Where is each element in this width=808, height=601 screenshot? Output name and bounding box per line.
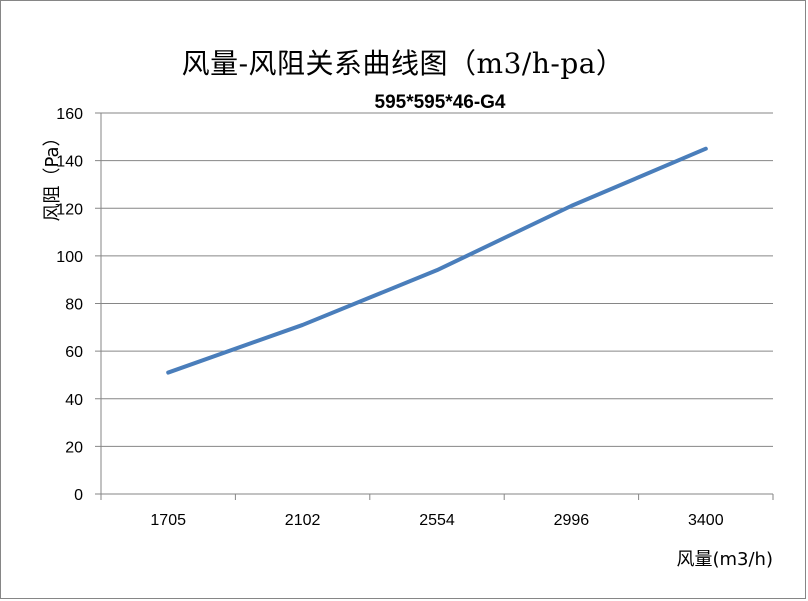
y-tick-label-80: 80	[65, 297, 83, 314]
x-axis-title: 风量(m3/h)	[676, 549, 773, 570]
y-tick-label-60: 60	[65, 344, 83, 361]
gridlines	[101, 112, 773, 447]
chart-title: 风量-风阻关系曲线图（m3/h-pa）	[181, 47, 625, 80]
x-tick-label-3400: 3400	[688, 512, 724, 529]
x-tick-label-2554: 2554	[419, 512, 455, 529]
y-tick-labels: 0 20 40 60 80 100 120 140 160	[56, 106, 83, 504]
series-group	[166, 146, 708, 375]
axes	[95, 112, 774, 500]
y-tick-label-160: 160	[56, 106, 83, 123]
series-line-0	[166, 146, 708, 375]
y-axis-title: 风阻（Pa）	[42, 128, 63, 221]
x-tick-label-2102: 2102	[285, 512, 321, 529]
x-tick-labels: 1705 2102 2554 2996 3400	[150, 512, 723, 529]
x-tick-label-2996: 2996	[554, 512, 590, 529]
y-tick-label-40: 40	[65, 392, 83, 409]
y-tick-label-140: 140	[56, 154, 83, 171]
y-tick-label-0: 0	[74, 487, 83, 504]
x-tick-label-1705: 1705	[150, 512, 186, 529]
chart-subtitle: 595*595*46-G4	[374, 92, 506, 113]
y-tick-label-120: 120	[56, 201, 83, 218]
y-tick-label-100: 100	[56, 249, 83, 266]
y-tick-label-20: 20	[65, 439, 83, 456]
